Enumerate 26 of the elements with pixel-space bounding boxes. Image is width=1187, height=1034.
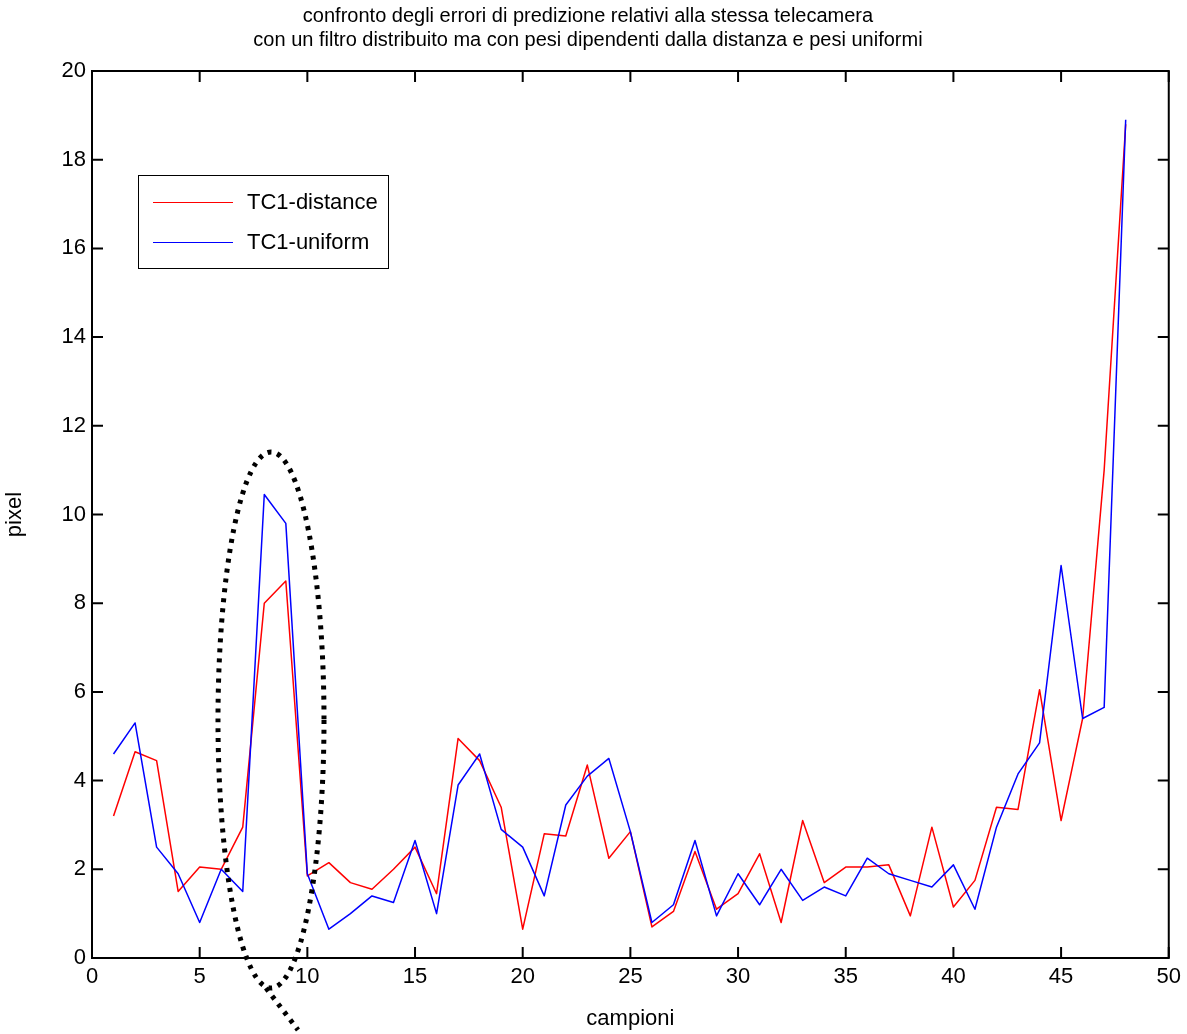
x-tick-label: 25 bbox=[618, 963, 643, 989]
y-tick-label: 20 bbox=[61, 57, 86, 83]
legend-label: TC1-uniform bbox=[247, 229, 370, 255]
x-tick-label: 10 bbox=[295, 963, 320, 989]
x-tick-label: 50 bbox=[1156, 963, 1182, 989]
y-tick-label: 6 bbox=[73, 677, 86, 703]
y-tick-label: 16 bbox=[61, 234, 86, 260]
y-tick-label: 4 bbox=[73, 766, 86, 792]
y-tick-label: 8 bbox=[73, 589, 86, 615]
chart-title: confronto degli errori di predizione relativi alla stessa telecamera con un filtro distribuito ma con pesi dipendenti dalla distanza e pesi uniformi bbox=[253, 3, 923, 50]
x-tick-label: 35 bbox=[833, 963, 858, 989]
y-tick-label: 12 bbox=[61, 411, 86, 437]
y-tick-label: 10 bbox=[61, 500, 86, 526]
y-tick-label: 14 bbox=[61, 323, 86, 349]
y-tick-label: 0 bbox=[73, 944, 86, 970]
x-tick-label: 40 bbox=[941, 963, 966, 989]
legend-label: TC1-distance bbox=[247, 189, 378, 215]
x-tick-label: 45 bbox=[1048, 963, 1074, 989]
y-axis-title: pixel bbox=[1, 491, 27, 538]
x-tick-label: 5 bbox=[193, 963, 206, 989]
x-tick-label: 20 bbox=[510, 963, 535, 989]
y-tick-label: 2 bbox=[73, 855, 86, 881]
x-tick-label: 30 bbox=[725, 963, 751, 989]
x-tick-label: 15 bbox=[402, 963, 428, 989]
y-tick-label: 18 bbox=[61, 145, 86, 171]
x-axis-title: campioni bbox=[586, 1004, 675, 1030]
